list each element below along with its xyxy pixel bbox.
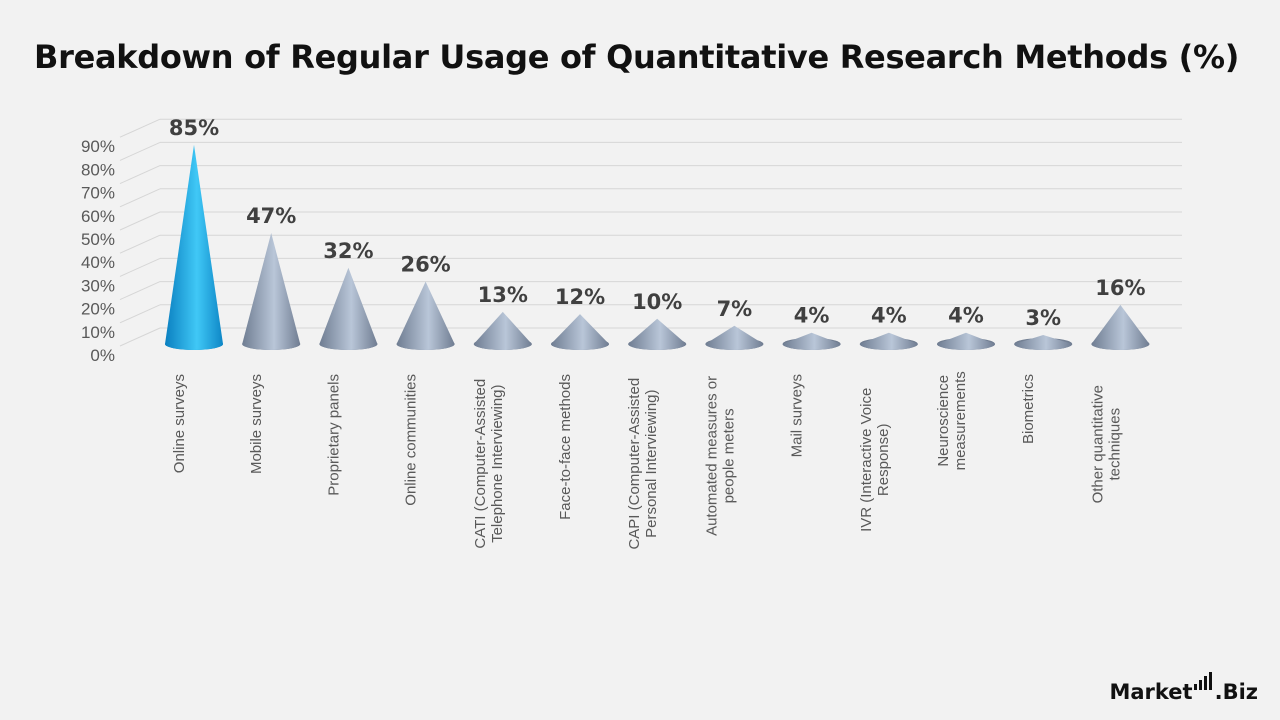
- data-label: 4%: [794, 304, 830, 328]
- cone-bar: [1014, 335, 1073, 350]
- y-tick-label: 80%: [81, 160, 115, 179]
- category-label: Mail surveys: [789, 374, 806, 457]
- y-tick-label: 30%: [81, 276, 115, 295]
- category-label: Neurosciencemeasurements: [935, 371, 969, 470]
- data-label: 3%: [1025, 306, 1061, 330]
- data-label: 7%: [717, 297, 753, 321]
- gridline-diagonal: [119, 257, 161, 277]
- gridline-diagonal: [119, 188, 161, 208]
- category-label: Other quantitativetechniques: [1089, 385, 1123, 503]
- marketbiz-logo: Market .Biz: [1109, 672, 1258, 704]
- gridline-diagonal: [119, 234, 161, 254]
- cone-bar: [319, 267, 378, 350]
- cone-body: [1091, 304, 1150, 350]
- cone-body: [628, 318, 687, 350]
- cone-body: [551, 314, 609, 350]
- category-label: IVR (Interactive VoiceResponse): [858, 388, 892, 532]
- data-label: 10%: [632, 290, 682, 314]
- category-label: Mobile surveys: [248, 374, 265, 474]
- cone-bar: [705, 325, 764, 350]
- data-labels: 85% 47% 32% 26% 13% 12% 10% 7% 4% 4% 4% 3% 16%: [169, 116, 1146, 330]
- cone-body: [705, 325, 764, 350]
- gridline-diagonal: [119, 118, 161, 138]
- grid-lines: [119, 118, 1182, 347]
- gridline-diagonal: [119, 165, 161, 185]
- data-label: 47%: [246, 204, 296, 228]
- data-label: 85%: [169, 116, 219, 140]
- cone-body: [937, 332, 995, 350]
- cone-bar: [782, 332, 841, 350]
- y-tick-label: 40%: [81, 253, 115, 272]
- cone-body: [319, 267, 378, 350]
- category-label: Automated measures orpeople meters: [703, 376, 737, 536]
- category-label: Proprietary panels: [325, 374, 342, 496]
- gridline-diagonal: [119, 141, 161, 161]
- data-label: 4%: [948, 304, 984, 328]
- y-axis-ticks: 0% 10% 20% 30% 40% 50% 60% 70% 80% 90%: [81, 137, 115, 365]
- data-label: 16%: [1095, 276, 1145, 300]
- cone-body: [782, 332, 841, 350]
- cone-body: [242, 232, 301, 350]
- cone-bar: [551, 314, 609, 350]
- cone-bar: [628, 318, 687, 350]
- category-label: CATI (Computer-AssistedTelephone Intervi…: [472, 379, 506, 549]
- data-label: 32%: [323, 239, 373, 263]
- category-label: Biometrics: [1020, 374, 1037, 444]
- chart-title: Breakdown of Regular Usage of Quantitati…: [34, 38, 1240, 76]
- cone-body: [859, 332, 918, 350]
- data-label: 26%: [400, 253, 450, 277]
- data-label: 12%: [555, 285, 605, 309]
- y-tick-label: 90%: [81, 137, 115, 156]
- gridline-diagonal: [119, 211, 161, 231]
- gridline-diagonal: [119, 281, 161, 301]
- y-tick-label: 20%: [81, 300, 115, 319]
- category-label: Online surveys: [171, 374, 188, 473]
- cone-bar: [1091, 304, 1150, 350]
- category-labels: Online surveys Mobile surveys Proprietary …: [171, 371, 1123, 549]
- cone-body: [1014, 335, 1073, 350]
- cone-bar: [473, 311, 532, 350]
- logo-bars-icon: [1193, 672, 1214, 690]
- gridline-diagonal: [119, 327, 161, 347]
- cones: [165, 144, 1150, 350]
- y-tick-label: 10%: [81, 323, 115, 342]
- cone-bar: [859, 332, 918, 350]
- category-label: CAPI (Computer-AssistedPersonal Intervie…: [626, 378, 660, 550]
- data-label: 4%: [871, 304, 907, 328]
- cone-body: [473, 311, 532, 350]
- cone-body: [165, 144, 223, 350]
- y-tick-label: 60%: [81, 207, 115, 226]
- y-tick-label: 0%: [90, 346, 115, 365]
- cone-bar: [242, 232, 301, 350]
- cone-body: [396, 281, 455, 350]
- y-tick-label: 70%: [81, 184, 115, 203]
- cone-bar: [937, 332, 995, 350]
- category-label: Online communities: [403, 374, 420, 506]
- category-label: Face-to-face methods: [557, 374, 574, 520]
- y-tick-label: 50%: [81, 230, 115, 249]
- data-label: 13%: [478, 283, 528, 307]
- cone-bar: [165, 144, 223, 350]
- cone-bar: [396, 281, 455, 350]
- gridline-diagonal: [119, 304, 161, 324]
